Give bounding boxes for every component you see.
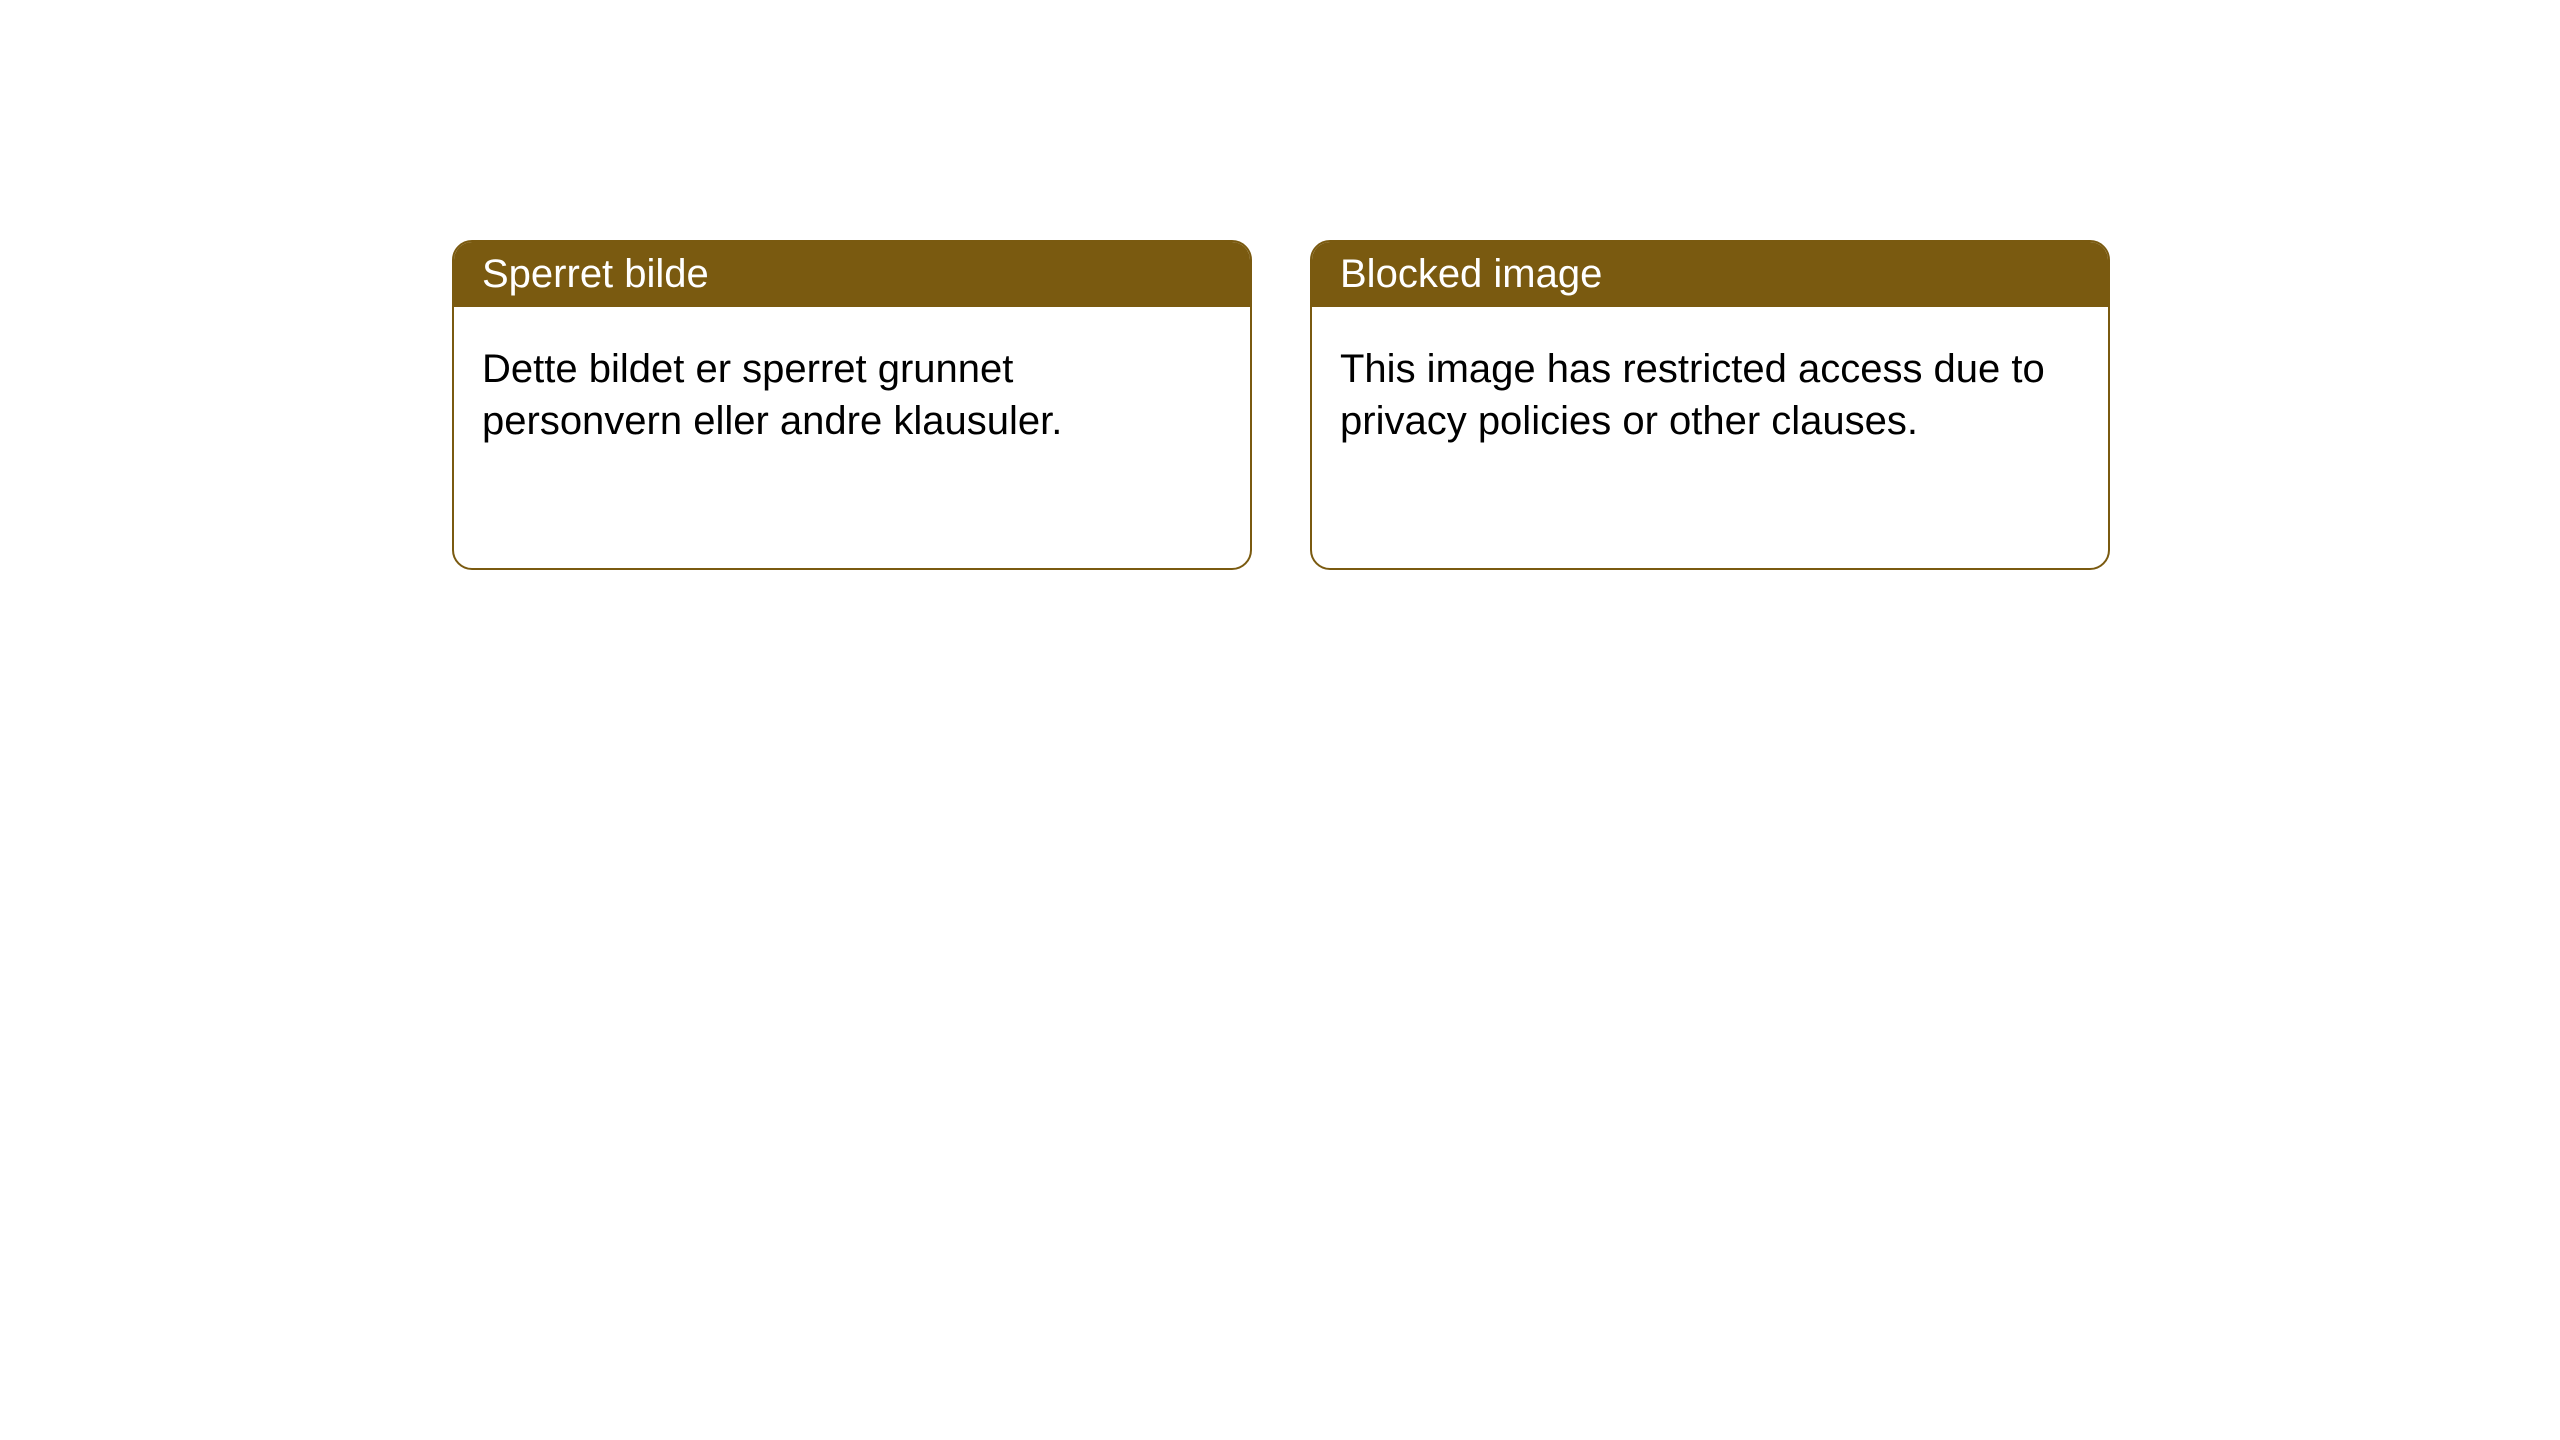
info-box-body: Dette bildet er sperret grunnet personve… [454, 307, 1250, 483]
info-boxes-container: Sperret bilde Dette bildet er sperret gr… [0, 0, 2560, 570]
info-box-message: Dette bildet er sperret grunnet personve… [482, 347, 1062, 443]
info-box-body: This image has restricted access due to … [1312, 307, 2108, 483]
info-box-title: Blocked image [1340, 252, 1602, 296]
info-box-header: Blocked image [1312, 242, 2108, 307]
info-box-header: Sperret bilde [454, 242, 1250, 307]
info-box-title: Sperret bilde [482, 252, 709, 296]
info-box-message: This image has restricted access due to … [1340, 347, 2045, 443]
info-box-english: Blocked image This image has restricted … [1310, 240, 2110, 570]
info-box-norwegian: Sperret bilde Dette bildet er sperret gr… [452, 240, 1252, 570]
